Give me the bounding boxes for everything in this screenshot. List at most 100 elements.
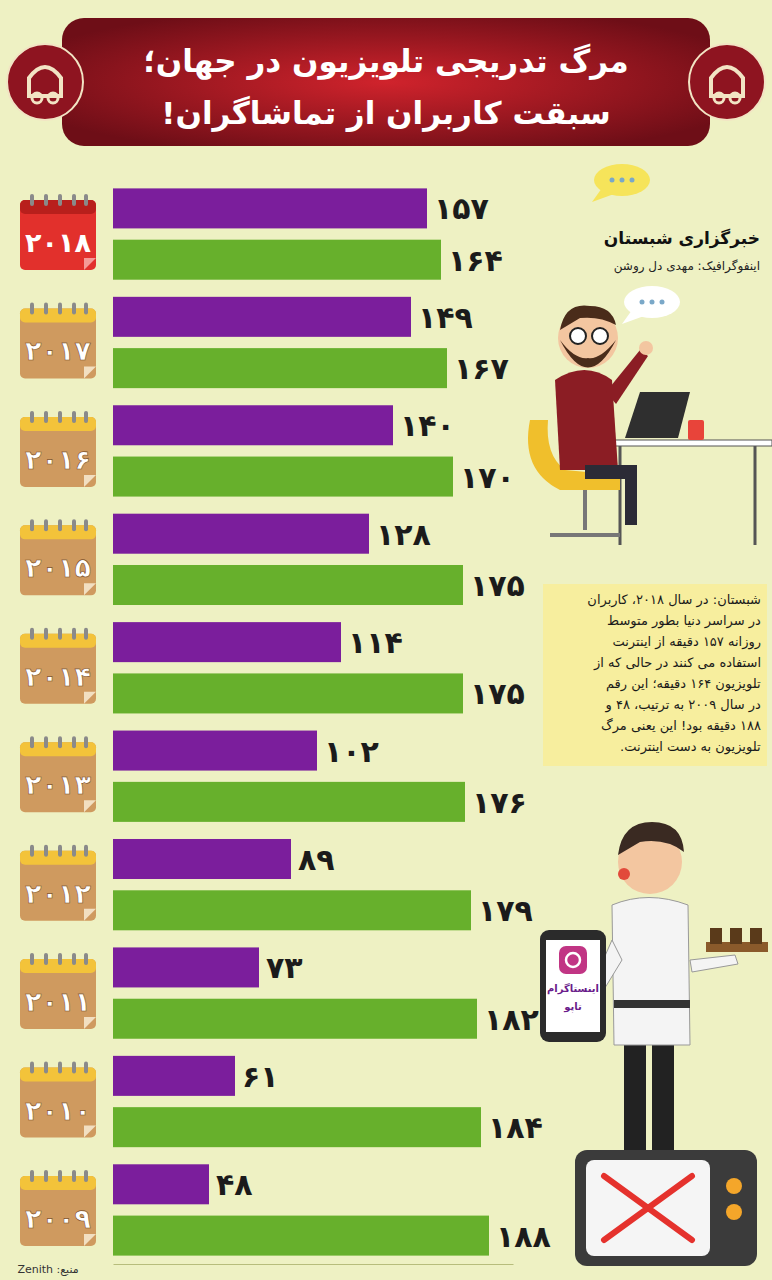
bar bbox=[113, 1107, 481, 1147]
bubble-dot bbox=[650, 300, 655, 305]
bar bbox=[113, 1216, 489, 1256]
calendar: ۲۰۱۷ bbox=[20, 302, 96, 378]
source: منبع: Zenith bbox=[17, 1263, 78, 1276]
ornament-circle bbox=[7, 44, 83, 120]
calendar-ring bbox=[44, 953, 48, 965]
illustration-phone: اینستاگرامتاپو bbox=[540, 822, 768, 1266]
series bbox=[113, 240, 489, 1256]
chair-base bbox=[550, 533, 620, 537]
ornament-arch bbox=[711, 67, 743, 96]
calendar-ring bbox=[58, 302, 62, 314]
calendar-ring bbox=[44, 628, 48, 640]
calendar-body bbox=[20, 851, 96, 921]
calendar-ring bbox=[72, 845, 76, 857]
calendar: ۲۰۱۲ bbox=[20, 845, 96, 921]
bubble-tail bbox=[592, 188, 614, 202]
calendar-ring bbox=[44, 1170, 48, 1182]
laptop bbox=[625, 392, 690, 438]
calendar-ring bbox=[72, 302, 76, 314]
glasses bbox=[570, 328, 586, 344]
data-label: ۱۶۷ bbox=[454, 351, 509, 386]
data-label: ۱۶۴ bbox=[448, 243, 503, 278]
credit: خبرگزاری شبستان bbox=[604, 228, 760, 249]
calendar-ring bbox=[84, 1062, 88, 1074]
calendar-ring bbox=[58, 1062, 62, 1074]
ornament-circle bbox=[689, 44, 765, 120]
data-label: ۱۷۶ bbox=[472, 785, 527, 820]
calendar-ring bbox=[84, 302, 88, 314]
calendar-ring bbox=[44, 194, 48, 206]
arm bbox=[690, 955, 738, 972]
calendar-ring bbox=[30, 411, 34, 423]
note-line: در سراسر دنیا بطور متوسط bbox=[607, 613, 761, 629]
note-line: در سال ۲۰۰۹ به ترتیب، ۴۸ و bbox=[605, 697, 761, 713]
data-label: ۱۸۸ bbox=[496, 1219, 551, 1254]
bubble-dot bbox=[660, 300, 665, 305]
calendar-ring bbox=[30, 628, 34, 640]
bar bbox=[113, 999, 477, 1039]
calendar-ring bbox=[30, 845, 34, 857]
bar bbox=[113, 188, 427, 228]
calendar-ring bbox=[30, 194, 34, 206]
phone-text: تاپو bbox=[563, 1001, 582, 1013]
y-tick-label: ۲۰۱۸ bbox=[25, 227, 91, 258]
calendar-ring bbox=[30, 1170, 34, 1182]
calendar-fold bbox=[84, 692, 96, 704]
calendar-body bbox=[20, 200, 96, 270]
data-labels: ۱۵۷۱۴۹۱۴۰۱۲۸۱۱۴۱۰۲۸۹۷۳۶۱۴۸۱۶۴۱۶۷۱۷۰۱۷۵۱۷… bbox=[216, 191, 551, 1253]
data-label: ۱۷۵ bbox=[470, 568, 525, 603]
hair bbox=[618, 822, 684, 855]
data-label: ۱۷۹ bbox=[478, 893, 533, 928]
y-tick-label: ۲۰۱۴ bbox=[25, 661, 91, 692]
bar bbox=[113, 622, 341, 662]
ornament-arch bbox=[29, 67, 61, 96]
calendar-ring bbox=[58, 736, 62, 748]
y-axis: ۲۰۱۸۲۰۱۷۲۰۱۶۲۰۱۵۲۰۱۴۲۰۱۳۲۰۱۲۲۰۱۱۲۰۱۰۲۰۰۹ bbox=[20, 194, 96, 1246]
mug bbox=[688, 420, 704, 440]
cup bbox=[750, 928, 762, 944]
tv-knob bbox=[726, 1178, 742, 1194]
tv bbox=[575, 1150, 757, 1266]
torso bbox=[555, 370, 618, 470]
ornament bbox=[7, 44, 83, 120]
ornament-dot bbox=[730, 93, 740, 103]
data-label: ۱۰۲ bbox=[324, 734, 379, 769]
note-line: تلویزیون ۱۶۴ دقیقه؛ این رقم bbox=[606, 676, 761, 692]
calendar-body bbox=[20, 1068, 96, 1138]
illustration-desk bbox=[528, 164, 772, 545]
note-line: ۱۸۸ دقیقه بود! این یعنی مرگ bbox=[601, 717, 761, 734]
belt bbox=[614, 1000, 690, 1008]
bubble-dot bbox=[620, 178, 625, 183]
desk-top bbox=[600, 440, 772, 446]
calendar-body bbox=[20, 742, 96, 812]
hand bbox=[639, 341, 653, 355]
bubble-dot bbox=[610, 178, 615, 183]
data-label: ۱۷۵ bbox=[470, 676, 525, 711]
author: اینفوگرافیک: مهدی دل روشن bbox=[614, 259, 760, 274]
bar bbox=[113, 839, 291, 879]
calendar-ring bbox=[44, 519, 48, 531]
calendar-body bbox=[20, 1176, 96, 1246]
calendar-ring bbox=[44, 1062, 48, 1074]
nose bbox=[618, 868, 630, 880]
calendar-ring bbox=[44, 736, 48, 748]
calendar-ring bbox=[72, 1170, 76, 1182]
calendar: ۲۰۱۵ bbox=[20, 519, 96, 595]
calendar-ring bbox=[44, 845, 48, 857]
note-box bbox=[543, 584, 767, 766]
calendar-ring bbox=[58, 411, 62, 423]
note-line: روزانه ۱۵۷ دقیقه از اینترنت bbox=[612, 634, 761, 650]
leg bbox=[652, 1040, 674, 1150]
x-axis-line bbox=[114, 1264, 514, 1265]
tv-cross bbox=[604, 1176, 692, 1240]
bubble-tail bbox=[622, 310, 644, 324]
calendar: ۲۰۱۴ bbox=[20, 628, 96, 704]
arm bbox=[606, 350, 648, 404]
y-tick-label: ۲۰۱۵ bbox=[25, 552, 91, 583]
calendar-fold bbox=[84, 800, 96, 812]
data-label: ۱۴۰ bbox=[400, 408, 455, 443]
bar bbox=[113, 514, 369, 554]
calendar-ring bbox=[72, 736, 76, 748]
calendar-ring bbox=[30, 302, 34, 314]
calendar-ring bbox=[58, 953, 62, 965]
